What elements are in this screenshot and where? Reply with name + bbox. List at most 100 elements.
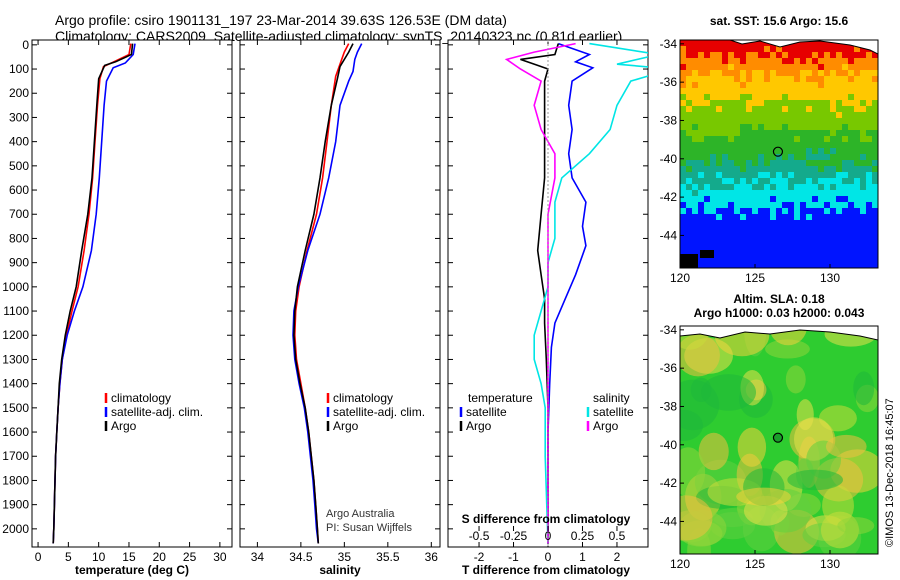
sst-cell	[836, 118, 842, 124]
sst-cell	[716, 250, 722, 256]
sst-cell	[872, 82, 878, 88]
sst-cell	[686, 244, 692, 250]
sst-cell	[854, 46, 860, 52]
sla_map-ytick-label: -38	[660, 399, 678, 413]
sst-cell	[698, 130, 704, 136]
sst-cell	[704, 220, 710, 226]
sst-cell	[758, 208, 764, 214]
sst-cell	[836, 64, 842, 70]
sst-cell	[704, 94, 710, 100]
sst-cell	[854, 130, 860, 136]
sst-cell	[710, 256, 716, 262]
sst-cell	[818, 238, 824, 244]
sst-cell	[860, 58, 866, 64]
sst-cell	[686, 208, 692, 214]
sst-cell	[860, 172, 866, 178]
sla-blob	[680, 447, 706, 497]
temperature-xtick-label: 30	[213, 550, 227, 564]
sla_map-frame	[679, 325, 879, 555]
sst-cell	[728, 94, 734, 100]
sst-cell	[872, 52, 878, 58]
sst-cell	[698, 112, 704, 118]
sst-cell	[740, 262, 746, 268]
sst-cell	[740, 220, 746, 226]
sst-cell	[704, 142, 710, 148]
sst-cell	[680, 178, 686, 184]
sst-cell	[800, 88, 806, 94]
sst-cell	[872, 202, 878, 208]
sst-cell	[842, 256, 848, 262]
sst-cell	[872, 136, 878, 142]
sst-cell	[860, 226, 866, 232]
sst-cell	[830, 112, 836, 118]
sst-cell	[830, 142, 836, 148]
sst-cell	[794, 64, 800, 70]
sst-cell	[860, 136, 866, 142]
sst-cell	[740, 52, 746, 58]
sst-cell	[866, 88, 872, 94]
sst-cell	[716, 178, 722, 184]
sst-cell	[866, 172, 872, 178]
sst-cell	[734, 184, 740, 190]
sst-cell	[752, 232, 758, 238]
sst-cell	[860, 262, 866, 268]
sst-cell	[800, 118, 806, 124]
sst-cell	[692, 130, 698, 136]
sst-cell	[794, 238, 800, 244]
sst-cell	[686, 52, 692, 58]
sst-cell	[710, 190, 716, 196]
sst-cell	[746, 52, 752, 58]
sst-cell	[686, 40, 692, 46]
sst-cell	[836, 262, 842, 268]
sst-cell	[866, 232, 872, 238]
sst-cell	[812, 70, 818, 76]
depth-tick-label: 0	[22, 38, 29, 52]
sst-cell	[752, 238, 758, 244]
sst-cell	[782, 100, 788, 106]
sst-cell	[836, 232, 842, 238]
sst-cell	[710, 76, 716, 82]
sst-cell	[758, 112, 764, 118]
sst-cell	[752, 166, 758, 172]
sst-cell	[770, 52, 776, 58]
sst-cell	[764, 262, 770, 268]
sst-cell	[836, 46, 842, 52]
sst-cell	[734, 40, 740, 46]
sst-cell	[764, 124, 770, 130]
sst-cell	[842, 52, 848, 58]
sst-cell	[746, 226, 752, 232]
sst-cell	[740, 238, 746, 244]
sst-cell	[788, 172, 794, 178]
sst-cell	[704, 100, 710, 106]
sst-cell	[830, 46, 836, 52]
sst-cell	[692, 70, 698, 76]
sst-cell	[824, 208, 830, 214]
depth-tick-label: 1400	[2, 377, 29, 391]
sst-cell	[686, 196, 692, 202]
sst-cell	[794, 220, 800, 226]
sst-cell	[692, 94, 698, 100]
sst-cell	[782, 226, 788, 232]
sst-cell	[872, 250, 878, 256]
sst-cell	[848, 124, 854, 130]
sst-cell	[812, 88, 818, 94]
sst-cell	[830, 250, 836, 256]
sst-cell	[860, 220, 866, 226]
sst-cell	[758, 136, 764, 142]
sst-cell	[782, 250, 788, 256]
sst-cell	[860, 106, 866, 112]
sst-cell	[686, 70, 692, 76]
sst-cell	[800, 136, 806, 142]
sst_map-xtick-label: 120	[670, 271, 690, 285]
sst-cell	[776, 88, 782, 94]
sst-cell	[740, 190, 746, 196]
sst-cell	[692, 160, 698, 166]
sst-cell	[854, 190, 860, 196]
sst-cell	[860, 208, 866, 214]
sst-cell	[698, 76, 704, 82]
sst-cell	[770, 166, 776, 172]
difference-stick-label: 0.5	[609, 529, 626, 543]
sst-cell	[818, 46, 824, 52]
sst-cell	[842, 64, 848, 70]
sst-cell	[734, 160, 740, 166]
